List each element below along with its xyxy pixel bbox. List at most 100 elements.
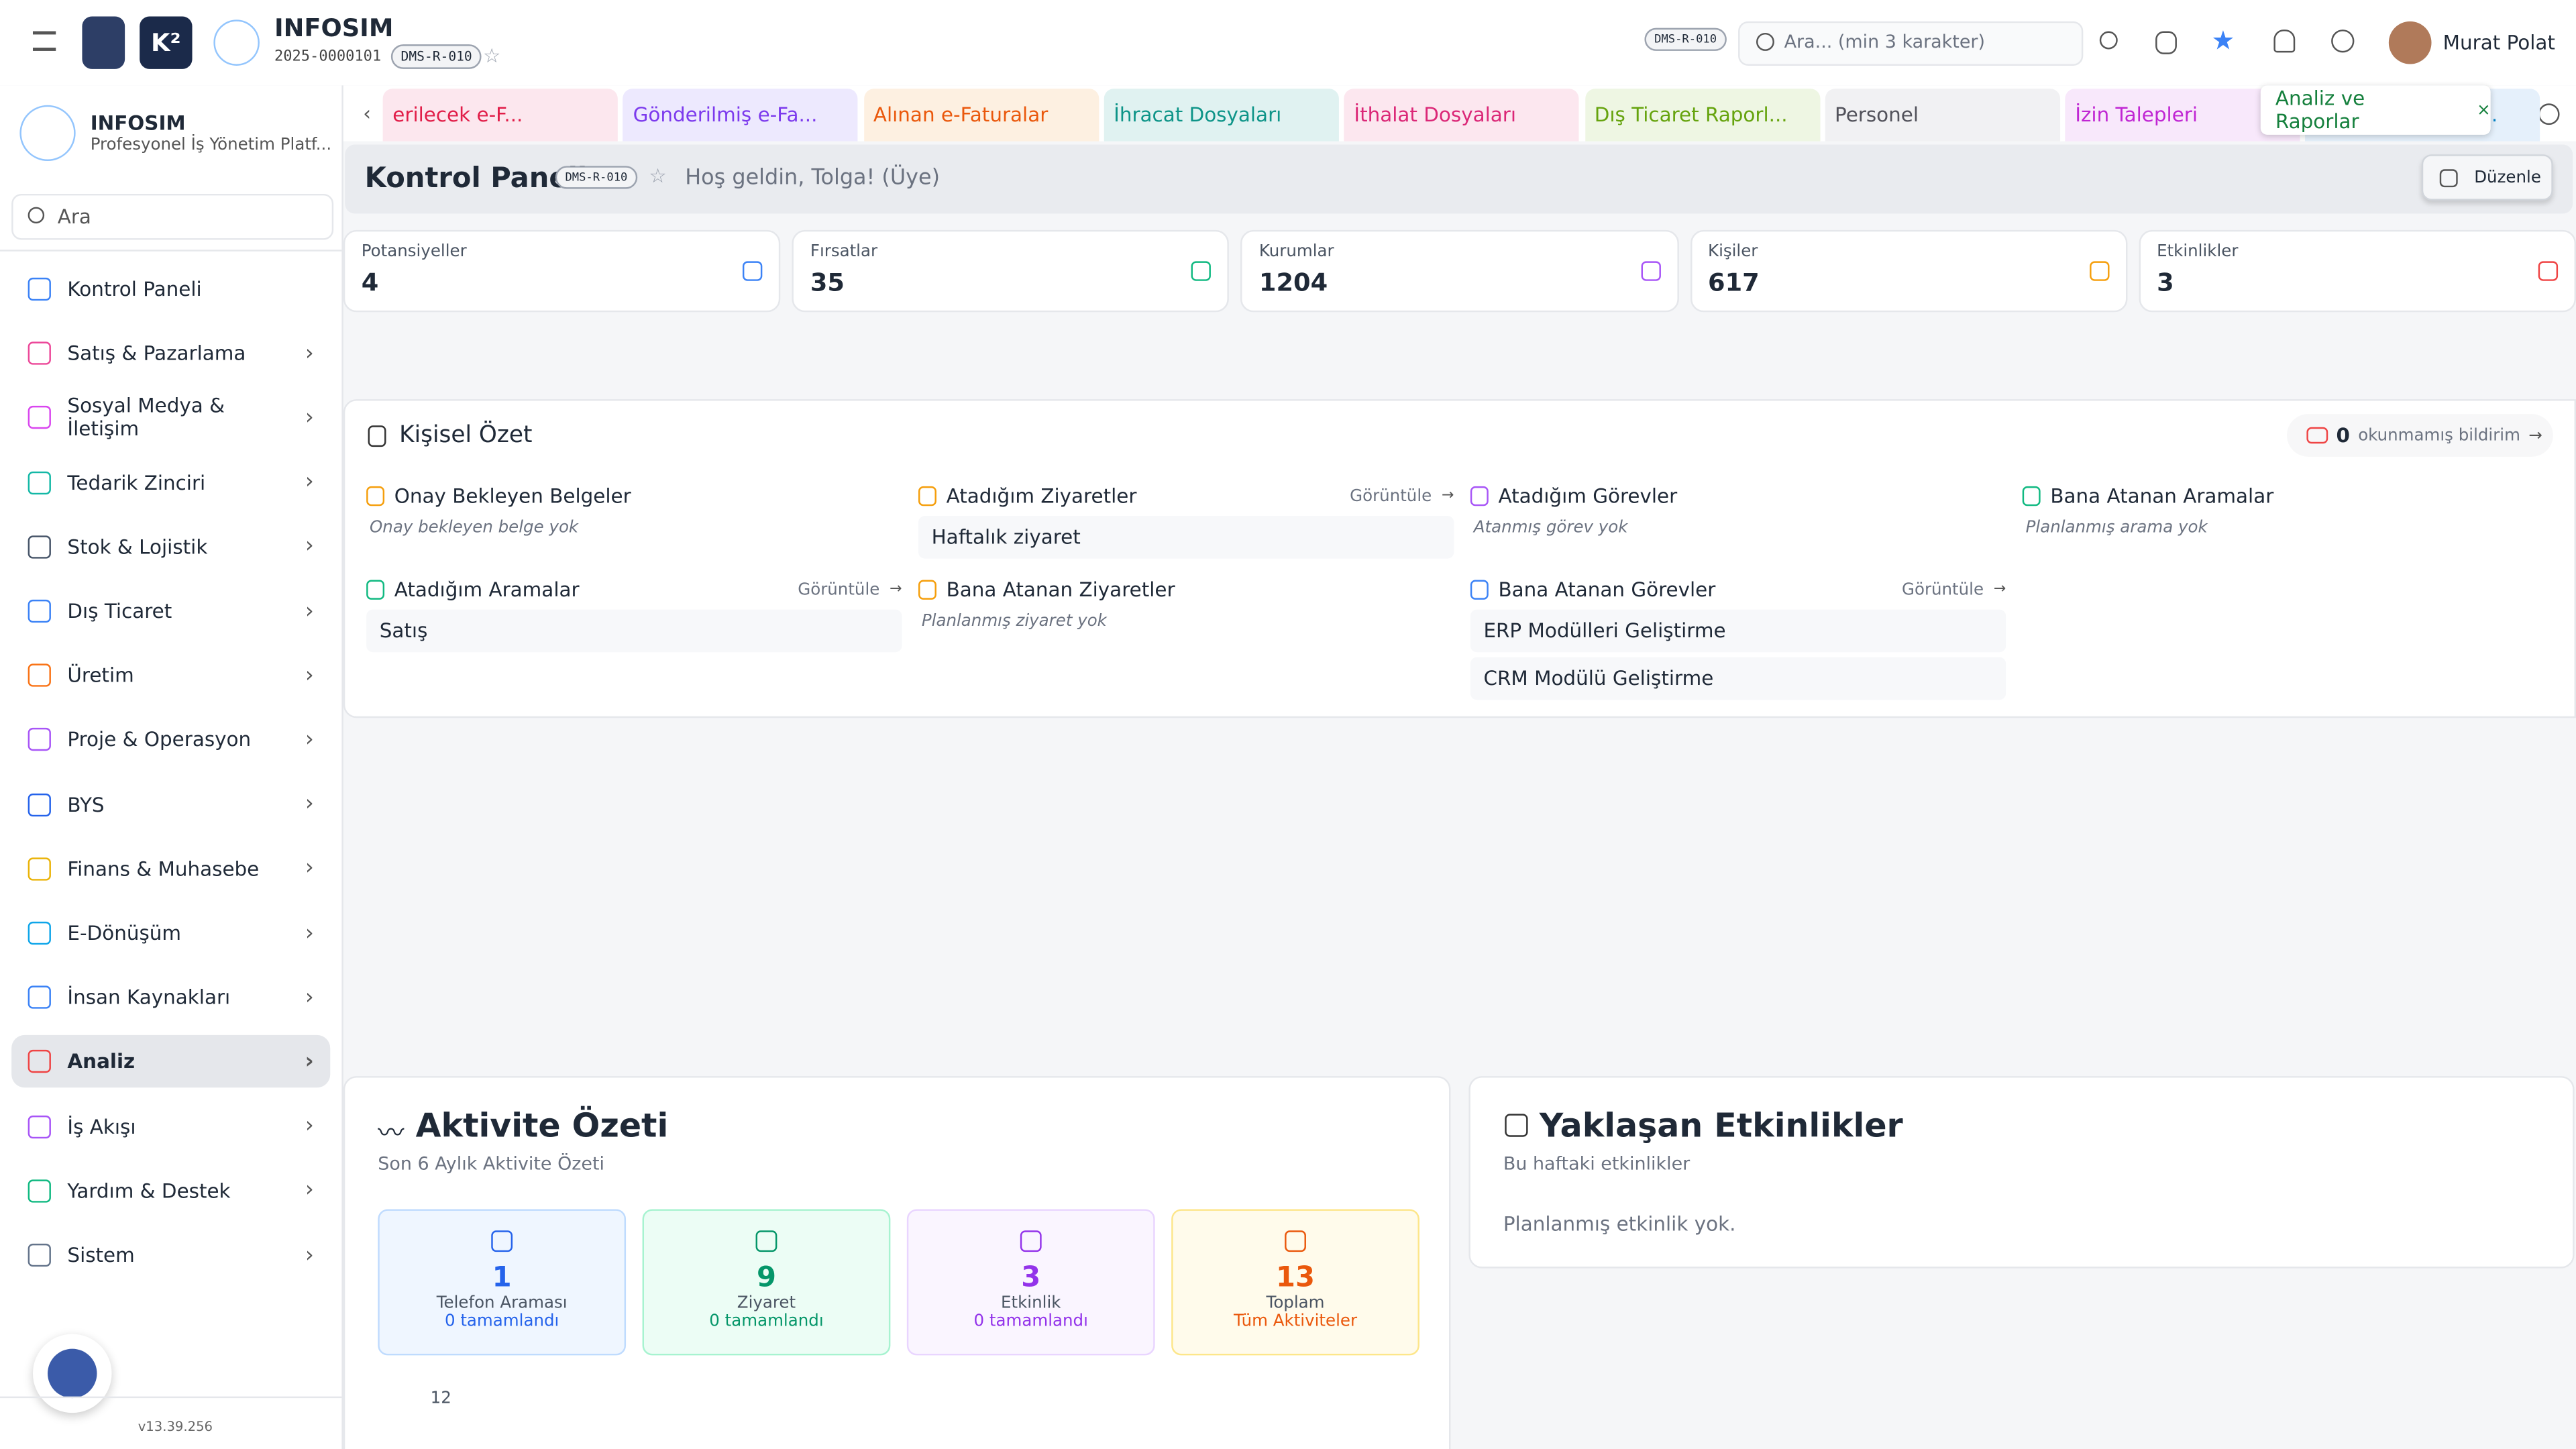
stat-value: 3 xyxy=(2157,268,2174,298)
pulse-icon: 〰 xyxy=(378,1117,405,1148)
menu-icon xyxy=(28,406,51,430)
menu-item[interactable]: Finans & Muhasebe › xyxy=(11,843,330,895)
menu-item[interactable]: Sistem › xyxy=(11,1229,330,1281)
favorites-button[interactable]: ★ xyxy=(2211,24,2235,56)
menu-icon xyxy=(28,1179,51,1203)
arrow: → xyxy=(1441,488,1454,504)
language-button[interactable] xyxy=(2331,30,2355,53)
debug-button[interactable] xyxy=(2155,31,2177,54)
stat-card[interactable]: Fırsatlar 35 xyxy=(792,229,1230,313)
stat-card[interactable]: Kurumlar 1204 xyxy=(1240,229,1678,313)
menu-icon xyxy=(28,1114,51,1138)
section-title: Onay Bekleyen Belgeler xyxy=(394,484,631,508)
tab[interactable]: erilecek e-F... xyxy=(382,89,618,142)
stat-label: Kişiler xyxy=(1708,243,1758,262)
page-title: Kontrol Paneli xyxy=(364,162,588,196)
activity-value: 13 xyxy=(1276,1261,1316,1295)
chevron: › xyxy=(305,341,314,366)
tab-close[interactable]: × xyxy=(2477,101,2491,119)
edit-button[interactable]: Düzenle xyxy=(2421,154,2553,201)
menu-item[interactable]: Proje & Operasyon › xyxy=(11,714,330,766)
assistant-avatar xyxy=(48,1348,97,1399)
section-icon xyxy=(1470,486,1489,506)
summary-section: Bana Atanan Görevler Görüntüle → ERP Modüll… xyxy=(1470,577,2006,705)
menu-button[interactable] xyxy=(32,31,56,51)
section-title: Bana Atanan Görevler xyxy=(1498,578,1716,602)
favorite[interactable]: ☆ xyxy=(649,164,667,188)
activity-value: 3 xyxy=(1021,1261,1041,1295)
menu-item[interactable]: Stok & Lojistik › xyxy=(11,521,330,573)
menu-label: Yardım & Destek xyxy=(67,1179,231,1203)
sidebar-search[interactable]: Ara xyxy=(11,193,334,240)
stat-card[interactable]: Etkinlikler 3 xyxy=(2139,229,2576,313)
stat-icon xyxy=(1640,261,1660,281)
menu-icon xyxy=(28,728,51,752)
section-item[interactable]: ERP Modülleri Geliştirme xyxy=(1470,609,2006,653)
menu-label: Kontrol Paneli xyxy=(67,277,202,301)
tab[interactable]: Dış Ticaret Raporl... xyxy=(1585,89,1820,142)
favorite[interactable]: ☆ xyxy=(483,44,501,68)
menu-item[interactable]: İnsan Kaynakları › xyxy=(11,971,330,1024)
mascot-logo xyxy=(82,16,125,69)
badge: DMS-R-010 xyxy=(1644,28,1727,51)
k2-logo: K² xyxy=(140,16,193,69)
tab[interactable]: Alınan e-Faturalar xyxy=(863,89,1099,142)
search[interactable]: Ara... (min 3 karakter) xyxy=(1738,21,2084,66)
menu-item[interactable]: BYS › xyxy=(11,778,330,830)
view-link[interactable]: Görüntüle xyxy=(1901,580,1984,599)
stat-icon xyxy=(743,261,763,281)
arrow: → xyxy=(890,581,902,598)
active-tab[interactable]: Analiz ve Raporlar × xyxy=(2260,85,2491,135)
stat-label: Etkinlikler xyxy=(2157,243,2239,262)
section-icon xyxy=(366,486,385,506)
menu-item[interactable]: Kontrol Paneli xyxy=(11,263,330,315)
search-button[interactable] xyxy=(2099,31,2118,50)
menu-item[interactable]: Sosyal Medya & İletişim › xyxy=(11,392,330,444)
avatar[interactable] xyxy=(2388,21,2432,64)
menu-item[interactable]: Dış Ticaret › xyxy=(11,585,330,637)
menu-item[interactable]: Üretim › xyxy=(11,649,330,702)
menu-item[interactable]: Yardım & Destek › xyxy=(11,1165,330,1217)
tab-scroll-left[interactable]: ‹ xyxy=(363,101,372,125)
view-link[interactable]: Görüntüle xyxy=(1350,487,1432,506)
tab[interactable]: İhracat Dosyaları xyxy=(1104,89,1339,142)
user-name[interactable]: Murat Polat xyxy=(2443,31,2555,54)
section-item[interactable]: Haftalık ziyaret xyxy=(918,515,1454,559)
menu-item[interactable]: Analiz › xyxy=(11,1035,331,1089)
summary-section: Atadığım Aramalar Görüntüle → Satış xyxy=(366,577,902,657)
tab[interactable]: İthalat Dosyaları xyxy=(1344,89,1579,142)
tab-history[interactable] xyxy=(2538,103,2560,125)
section-title: Atadığım Ziyaretler xyxy=(946,484,1137,508)
top-bar: K² INFOSIM 2025-0000101 DMS-R-010 ☆ DMS-… xyxy=(0,0,2576,87)
menu-item[interactable]: Tedarik Zinciri › xyxy=(11,456,330,508)
activity-value: 9 xyxy=(756,1261,776,1295)
tab[interactable]: Gönderilmiş e-Fa... xyxy=(623,89,859,142)
view-link[interactable]: Görüntüle xyxy=(798,580,880,599)
section-item[interactable]: Satış xyxy=(366,609,902,653)
menu-label: Sosyal Medya & İletişim xyxy=(67,394,225,441)
menu-icon xyxy=(28,921,51,945)
stat-icon xyxy=(2538,261,2559,281)
upcoming-subtitle: Bu haftaki etkinlikler xyxy=(1503,1153,1690,1175)
stat-card[interactable]: Potansiyeller 4 xyxy=(343,229,781,313)
activity-value: 1 xyxy=(492,1261,512,1295)
section-item[interactable]: CRM Modülü Geliştirme xyxy=(1470,657,2006,700)
section-icon xyxy=(366,580,385,600)
stat-icon xyxy=(1191,261,1212,281)
tab[interactable]: Personel xyxy=(1825,89,2060,142)
notifications-button[interactable] xyxy=(2273,30,2296,53)
welcome: Hoş geldin, Tolga! (Üye) xyxy=(685,166,941,191)
stat-label: Kurumlar xyxy=(1258,243,1334,262)
version: v13.39.256 xyxy=(138,1419,213,1434)
unread-notifications[interactable]: 0 okunmamış bildirim → xyxy=(2287,414,2553,457)
company-logo xyxy=(19,105,76,162)
menu-item[interactable]: E-Dönüşüm › xyxy=(11,907,330,959)
summary-title: Kişisel Özet xyxy=(399,422,533,449)
company-subtitle: Profesyonel İş Yönetim Platf... xyxy=(90,136,332,155)
menu-icon xyxy=(28,1243,51,1267)
menu-item[interactable]: İş Akışı › xyxy=(11,1100,330,1152)
menu-item[interactable]: Satış & Pazarlama › xyxy=(11,327,330,380)
activity-icon xyxy=(1020,1230,1042,1252)
assistant-button[interactable] xyxy=(32,1334,112,1413)
stat-card[interactable]: Kişiler 617 xyxy=(1690,229,2127,313)
